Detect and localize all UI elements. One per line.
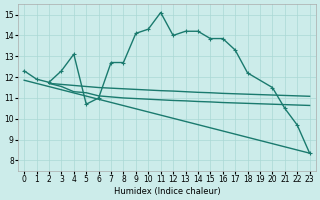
X-axis label: Humidex (Indice chaleur): Humidex (Indice chaleur) bbox=[114, 187, 220, 196]
